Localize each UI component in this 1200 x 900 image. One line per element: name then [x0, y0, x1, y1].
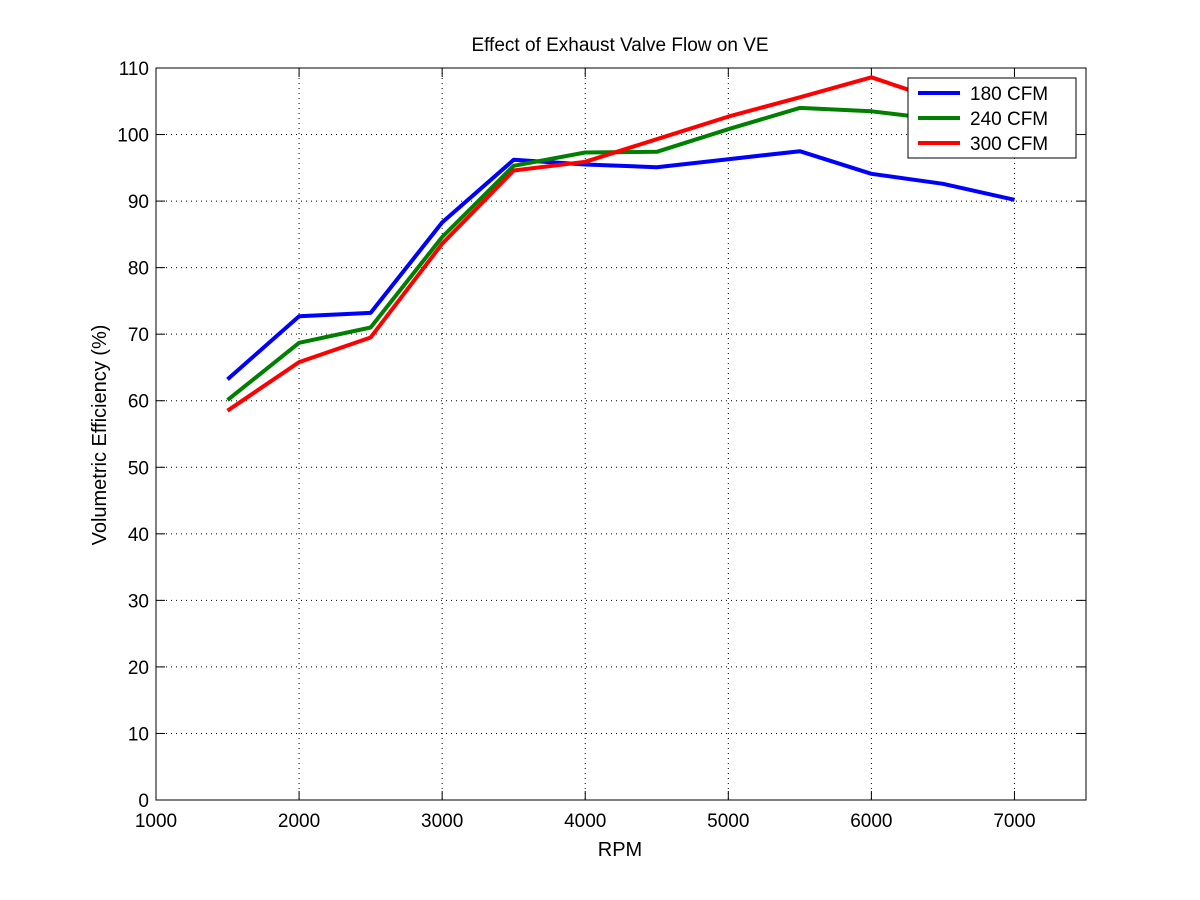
legend-label: 240 CFM — [970, 109, 1048, 130]
legend-label: 300 CFM — [970, 134, 1048, 155]
y-axis-label: Volumetric Efficiency (%) — [89, 325, 111, 546]
y-tick-label: 100 — [117, 126, 149, 147]
x-tick-label: 5000 — [707, 811, 749, 832]
tick-marks — [155, 67, 1086, 801]
series-line-300-cfm — [226, 75, 1016, 413]
x-tick-label: 2000 — [278, 811, 320, 832]
y-tick-label: 90 — [128, 192, 149, 213]
series-line-180-cfm — [226, 149, 1015, 381]
y-tick-label: 110 — [119, 59, 149, 80]
chart-title: Effect of Exhaust Valve Flow on VE — [471, 35, 768, 56]
legend-label: 180 CFM — [970, 84, 1048, 105]
y-tick-label: 40 — [128, 525, 149, 546]
x-tick-label: 6000 — [850, 811, 892, 832]
x-axis-label: RPM — [598, 839, 642, 861]
axes-box — [155, 67, 1087, 801]
x-tick-label: 3000 — [421, 811, 463, 832]
x-tick-labels: 1000 2000 3000 4000 5000 6000 7000 — [135, 811, 1036, 832]
x-tick-label: 7000 — [993, 811, 1035, 832]
x-tick-label: 4000 — [564, 811, 606, 832]
legend: 180 CFM 240 CFM 300 CFM — [907, 77, 1077, 159]
y-tick-label: 80 — [128, 259, 149, 280]
y-tick-label: 50 — [128, 458, 149, 479]
series-lines — [226, 75, 1016, 413]
x-tick-label: 1000 — [135, 811, 177, 832]
y-tick-label: 60 — [128, 392, 149, 413]
y-tick-labels: 0 10 20 30 40 50 60 70 80 90 100 110 — [117, 59, 149, 812]
grid — [156, 68, 1086, 800]
y-tick-label: 30 — [128, 591, 149, 612]
y-tick-label: 70 — [128, 325, 149, 346]
y-tick-label: 20 — [128, 658, 149, 679]
y-tick-label: 0 — [138, 791, 149, 812]
y-tick-label: 10 — [128, 724, 149, 745]
